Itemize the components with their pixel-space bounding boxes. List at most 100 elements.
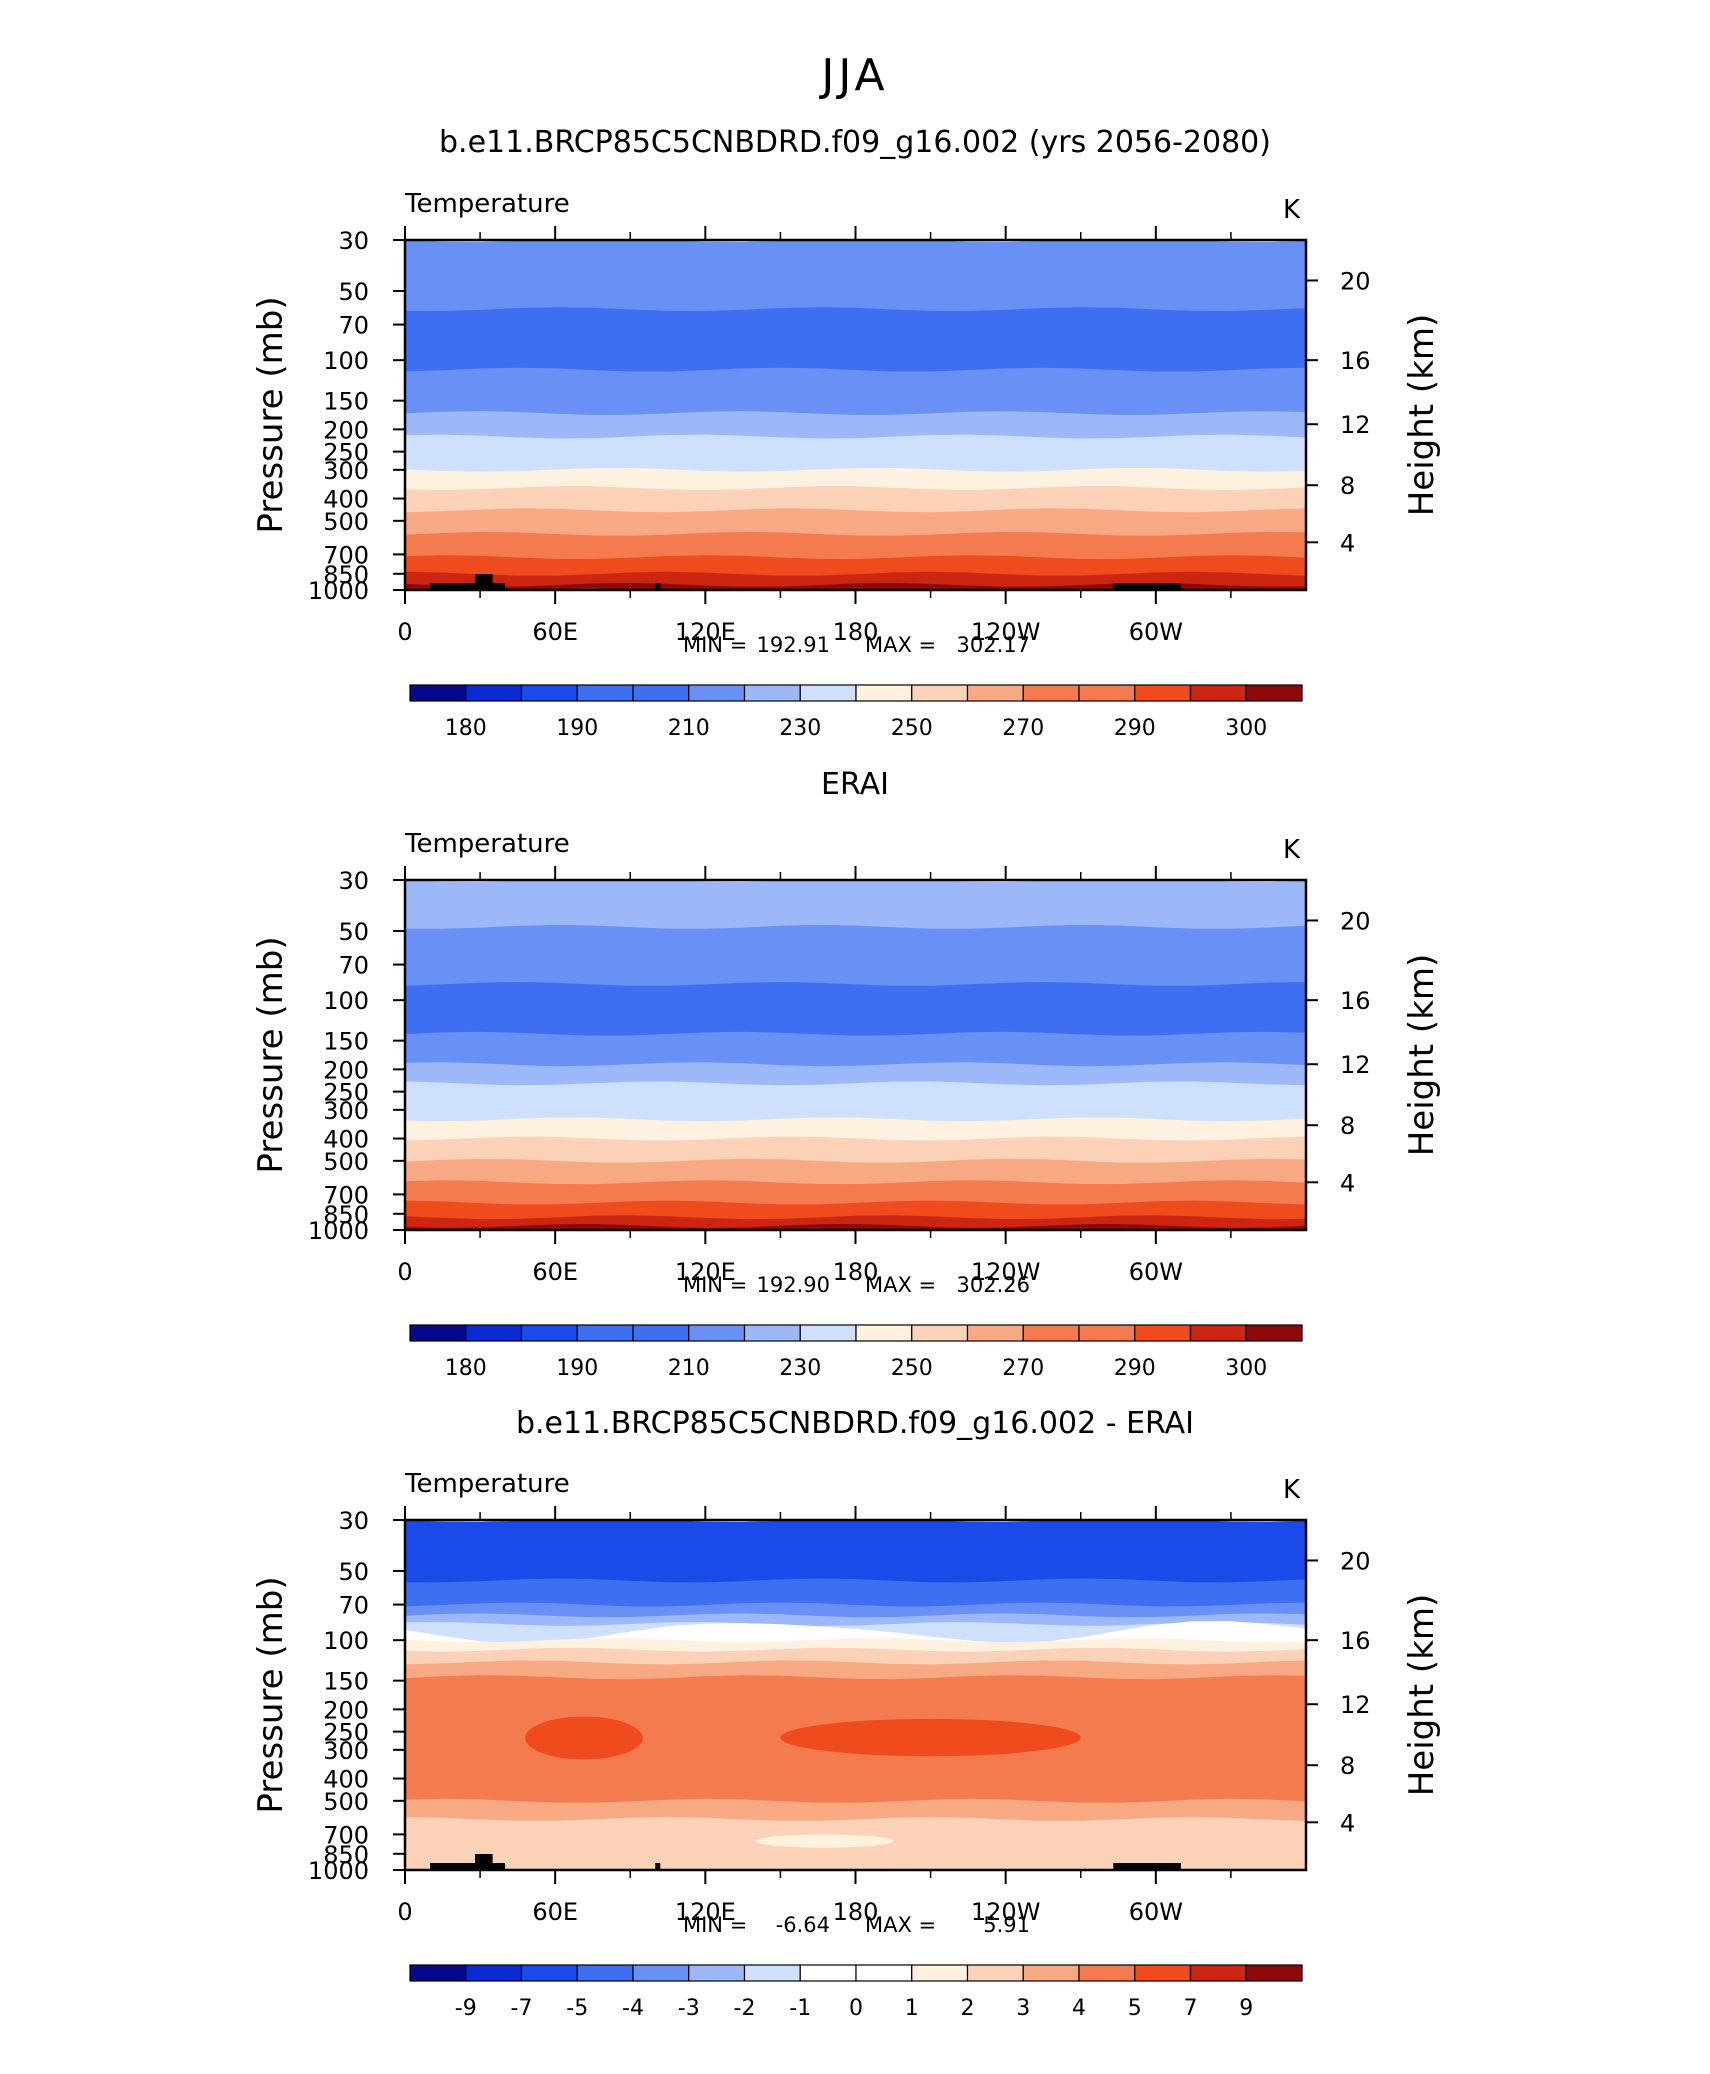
contour-band [405,1578,1306,1608]
x-tick-label: 0 [397,1258,412,1286]
y-tick-label: 850 [323,561,369,589]
y-tick-label: 500 [323,1148,369,1176]
contour-patch [755,1834,894,1848]
variable-label: Temperature [404,189,570,219]
topography [430,1854,1181,1870]
panel-title: b.e11.BRCP85C5CNBDRD.f09_g16.002 - ERAI [516,1406,1194,1441]
colorbar-label: -4 [622,1996,644,2021]
colorbar-box [855,1324,913,1342]
y-right-tick-label: 16 [1340,1627,1371,1655]
y-tick-label: 850 [323,1201,369,1229]
y-right-tick-label: 12 [1340,411,1371,439]
contour-band [405,367,1306,416]
colorbar-label: 2 [961,1996,975,2021]
contour-band [405,880,1306,930]
colorbar-label: 230 [779,716,821,741]
contour-band [405,434,1306,459]
colorbar-label: 210 [668,1356,710,1381]
panel-2: ERAI Temperature K 0 60E 120E 180 120W 60W 30 50 70… [251,767,1442,1381]
colorbar-box [465,684,523,702]
y-tick-label: 500 [323,508,369,536]
min-value: 192.91 [757,633,830,657]
y-tick-label: 200 [323,1696,369,1724]
x-tick-label: 60E [532,1898,578,1926]
colorbar-label: 250 [891,1356,933,1381]
topography-andes [1113,583,1181,590]
contour-band [405,1613,1306,1627]
colorbar-box [688,1324,746,1342]
x-tick-label: 0 [397,1898,412,1926]
y-tick-label: 250 [323,1079,369,1107]
y-right-tick-label: 4 [1340,1809,1355,1837]
min-label: MIN = [683,633,747,657]
colorbar-box [743,1964,801,1982]
colorbar-label: 5 [1128,1996,1142,2021]
y-tick-label: 30 [338,1507,369,1535]
y-tick-label: 100 [323,1627,369,1655]
colorbar: -9 -7 -5 -4 -3 -2 -1 0 1 2 3 4 5 7 9 [409,1964,1303,2021]
colorbar-box [1078,1964,1136,1982]
contour-band [405,468,1306,491]
colorbar-box [1245,1324,1303,1342]
contour-band [405,1224,1306,1230]
y-right-tick-label: 20 [1340,267,1371,295]
colorbar-box [409,1324,467,1342]
x-tick-label: 180 [833,1258,879,1286]
units-label: K [1283,835,1301,865]
panel-title: b.e11.BRCP85C5CNBDRD.f09_g16.002 (yrs 20… [439,125,1271,160]
colorbar-label: -7 [511,1996,533,2021]
colorbar-label: -5 [566,1996,588,2021]
colorbar-label: 4 [1072,1996,1086,2021]
colorbar-label: 270 [1002,716,1044,741]
y-tick-label: 1000 [308,1857,369,1885]
contour-band [405,1200,1306,1220]
x-tick-label: 60E [532,1258,578,1286]
colorbar-box [1078,684,1136,702]
max-value: 5.91 [983,1913,1030,1937]
colorbar-box [1189,1964,1247,1982]
colorbar-box [1134,1324,1192,1342]
colorbar-box [1078,1324,1136,1342]
colorbar-box [855,684,913,702]
contour-band [405,240,1306,312]
contour-band [405,411,1306,440]
y-tick-label: 200 [323,1056,369,1084]
topography-andes [1113,1863,1181,1870]
contour-band [405,1660,1306,1680]
contour-band [405,1621,1306,1644]
contour-band [405,582,1306,590]
colorbar-box [799,1964,857,1982]
colorbar-box [799,1324,857,1342]
x-tick-label: 120W [971,618,1041,646]
colorbar-box [1022,1964,1080,1982]
colorbar-box [632,1964,690,1982]
colorbar-label: -9 [455,1996,477,2021]
y-right-tick-label: 8 [1340,1752,1355,1780]
colorbar-box [911,1324,969,1342]
y-right-tick-label: 20 [1340,907,1371,935]
y-tick-label: 200 [323,416,369,444]
y-tick-label: 400 [323,1126,369,1154]
colorbar-box [911,684,969,702]
colorbar-box [1134,1964,1192,1982]
y-tick-label: 1000 [308,1217,369,1245]
contour-band [405,1622,1306,1645]
y-tick-label: 1000 [308,577,369,605]
colorbar-box [632,684,690,702]
contour-band [405,1062,1306,1087]
max-label: MAX = [865,1273,936,1297]
y-tick-label: 500 [323,1788,369,1816]
y-tick-label: 250 [323,1719,369,1747]
variable-label: Temperature [404,829,570,859]
y-tick-label: 300 [323,457,369,485]
min-label: MIN = [683,1273,747,1297]
y-tick-label: 70 [338,312,369,340]
colorbar-box [1189,1324,1247,1342]
y-right-tick-label: 8 [1340,472,1355,500]
contour-band [405,1081,1306,1106]
colorbar-label: 0 [849,1996,863,2021]
x-tick-label: 120W [971,1898,1041,1926]
contour-field [405,240,1306,590]
colorbar-box [520,684,578,702]
colorbar-label: 270 [1002,1356,1044,1381]
